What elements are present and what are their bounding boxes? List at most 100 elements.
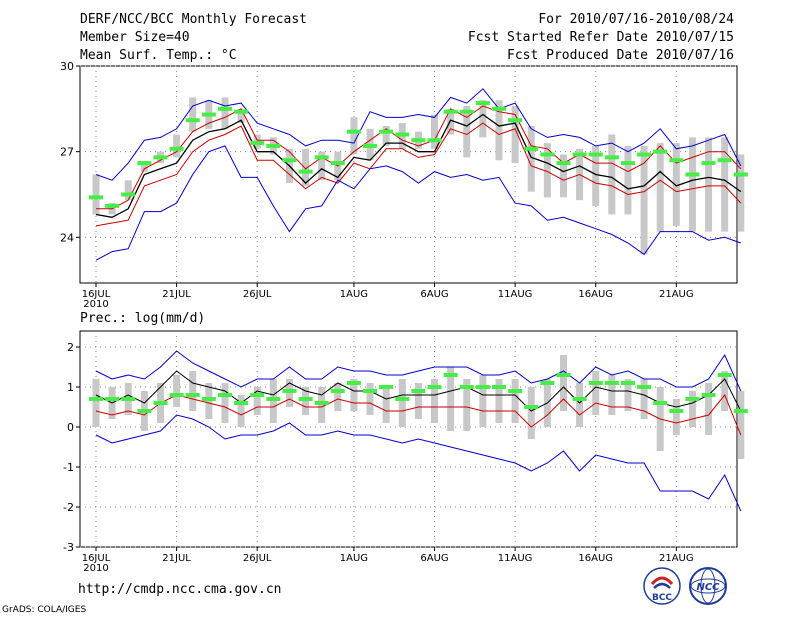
- temp-dash-marker: [266, 143, 281, 148]
- prec-dash-marker: [379, 385, 394, 389]
- temp-dash-marker: [105, 203, 120, 208]
- temp-dash-marker: [314, 155, 329, 160]
- prec-xtick-label: 26JUL: [243, 553, 272, 564]
- temp-dash-marker: [395, 132, 410, 137]
- temp-spread-bar: [592, 145, 600, 206]
- temp-spread-bar: [221, 97, 229, 129]
- prec-spread-bar: [431, 379, 439, 423]
- grads-credit: GrADS: COLA/IGES: [2, 605, 87, 615]
- temp-dash-marker: [185, 118, 200, 123]
- prec-dash-marker: [330, 389, 345, 393]
- prec-dash-marker: [637, 385, 652, 389]
- prec-dash-marker: [185, 393, 200, 397]
- forecast-period: For 2010/07/16-2010/08/24: [538, 12, 734, 27]
- temp-xtick-label: 1AUG: [340, 289, 368, 300]
- prec-spread-bar: [721, 371, 729, 411]
- temp-spread-bar: [656, 143, 664, 232]
- prec-dash-marker: [282, 389, 297, 393]
- prec-spread-bar: [495, 379, 503, 423]
- temp-dash-marker: [89, 195, 103, 200]
- ncc-logo-icon: NCC: [689, 567, 727, 605]
- forecast-produced-date: Fcst Produced Date 2010/07/16: [507, 48, 734, 63]
- prec-dash-marker: [443, 373, 458, 377]
- temp-spread-bar: [624, 145, 632, 215]
- temp-spread-bar: [479, 100, 487, 138]
- temp-dash-marker: [685, 172, 700, 177]
- prec-spread-bar: [705, 383, 713, 435]
- prec-dash-marker: [411, 389, 426, 393]
- temp-spread-bar: [511, 105, 519, 164]
- temp-dash-marker: [459, 109, 474, 114]
- prec-dash-marker: [524, 405, 539, 409]
- temp-spread-bar: [318, 151, 326, 181]
- prec-spread-bar: [92, 379, 100, 427]
- temp-spread-bar: [559, 154, 567, 198]
- prec-dash-marker: [217, 393, 232, 397]
- temp-spread-bar: [527, 125, 535, 192]
- temp-dash-marker: [234, 109, 249, 114]
- prec-year-label: 2010: [83, 563, 108, 574]
- prec-dash-marker: [492, 385, 506, 389]
- prec-dash-marker: [653, 401, 668, 405]
- prec-dash-marker: [105, 397, 120, 401]
- prec-dash-marker: [266, 397, 281, 401]
- prec-dash-marker: [89, 397, 103, 401]
- prec-series-upper: [95, 370, 742, 412]
- prec-spread-bar: [398, 379, 406, 427]
- temp-xtick-label: 6AUG: [420, 289, 448, 300]
- prec-ytick-label: -1: [63, 461, 74, 474]
- prec-spread-bar: [527, 387, 535, 439]
- prec-dash-marker: [604, 381, 619, 385]
- prec-dash-marker: [201, 397, 216, 401]
- temp-spread-bar: [140, 163, 148, 172]
- temp-dash-marker: [137, 161, 152, 166]
- temp-dash-marker: [153, 155, 168, 160]
- prec-spread-bar: [414, 383, 422, 419]
- prec-spread-bar: [640, 379, 648, 419]
- prec-dash-marker: [427, 385, 442, 389]
- temp-spread-bar: [688, 137, 696, 232]
- prec-xtick-label: 16AUG: [578, 553, 613, 564]
- temp-spread-bar: [543, 143, 551, 198]
- temp-dash-marker: [475, 101, 490, 106]
- prec-spread-bar: [173, 375, 181, 407]
- footer-url[interactable]: http://cmdp.ncc.cma.gov.cn: [78, 582, 282, 597]
- temp-dash-marker: [427, 138, 442, 143]
- prec-xtick-label: 21AUG: [659, 553, 694, 564]
- temp-ytick-label: 30: [60, 60, 74, 73]
- temp-spread-bar: [608, 134, 616, 215]
- prec-spread-bar: [592, 371, 600, 415]
- prec-xtick-label: 11AUG: [498, 553, 533, 564]
- temp-spread-bar: [721, 137, 729, 232]
- member-size: Member Size=40: [80, 30, 190, 45]
- prec-dash-marker: [153, 401, 168, 405]
- temp-dash-marker: [669, 158, 684, 163]
- prec-spread-bar: [576, 383, 584, 427]
- temp-dash-marker: [250, 141, 265, 146]
- prec-xtick-label: 16JUL: [82, 553, 111, 564]
- temp-dash-marker: [701, 161, 716, 166]
- temp-spread-bar: [189, 97, 197, 132]
- prec-spread-bar: [189, 371, 197, 411]
- temp-xtick-label: 26JUL: [243, 289, 272, 300]
- temp-xtick-label: 21AUG: [659, 289, 694, 300]
- temp-dash-marker: [540, 152, 555, 157]
- temp-dash-marker: [717, 158, 732, 163]
- prec-series-max: [95, 350, 742, 392]
- temp-spread-bar: [640, 145, 648, 255]
- prec-dash-marker: [508, 389, 523, 393]
- temp-xtick-label: 16AUG: [578, 289, 613, 300]
- temp-ytick-label: 24: [60, 231, 74, 244]
- prec-ytick-label: 2: [67, 341, 74, 354]
- temp-spread-bar: [302, 148, 310, 186]
- prec-spread-bar: [672, 399, 680, 435]
- temp-spread-bar: [672, 143, 680, 226]
- prec-dash-marker: [588, 381, 603, 385]
- temp-dash-marker: [443, 109, 458, 114]
- prec-frame: [79, 330, 738, 548]
- temp-dash-marker: [298, 169, 313, 174]
- temp-spread-bar: [92, 174, 100, 215]
- temp-spread-bar: [237, 108, 245, 124]
- temp-dash-marker: [572, 152, 587, 157]
